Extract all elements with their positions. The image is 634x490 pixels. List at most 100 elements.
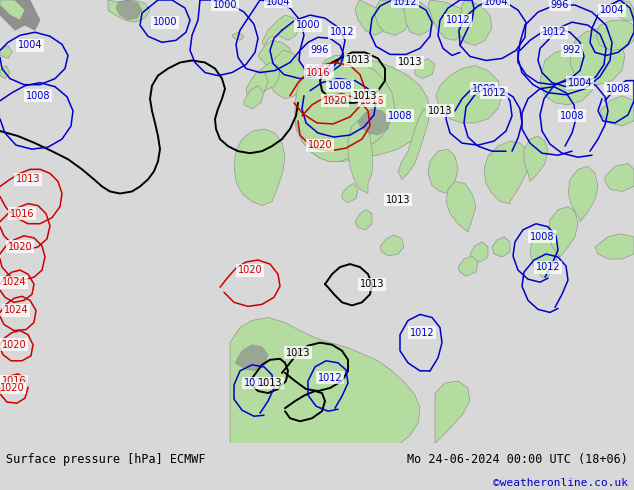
Polygon shape	[492, 237, 510, 257]
Text: 1020: 1020	[323, 96, 347, 106]
Text: 1012: 1012	[536, 262, 560, 272]
Text: 1008: 1008	[560, 111, 585, 121]
Polygon shape	[244, 86, 264, 109]
Text: 1004: 1004	[18, 40, 42, 50]
Text: 1012: 1012	[392, 0, 417, 7]
Text: 1012: 1012	[446, 15, 470, 25]
Polygon shape	[255, 63, 280, 91]
Polygon shape	[428, 0, 470, 40]
Polygon shape	[484, 141, 530, 203]
Text: 992: 992	[563, 46, 581, 55]
Polygon shape	[342, 183, 358, 202]
Polygon shape	[605, 163, 634, 192]
Text: 1013: 1013	[385, 195, 410, 204]
Text: 1008: 1008	[530, 232, 554, 242]
Text: 1008: 1008	[605, 84, 630, 94]
Polygon shape	[258, 40, 292, 69]
Polygon shape	[295, 60, 395, 161]
Text: 1020: 1020	[8, 242, 32, 252]
Text: 1004: 1004	[600, 5, 624, 15]
Text: 1013: 1013	[16, 174, 40, 184]
Text: ©weatheronline.co.uk: ©weatheronline.co.uk	[493, 478, 628, 488]
Polygon shape	[570, 28, 625, 85]
Text: 1020: 1020	[238, 265, 262, 275]
Text: 1012: 1012	[482, 88, 507, 98]
Text: Surface pressure [hPa] ECMWF: Surface pressure [hPa] ECMWF	[6, 453, 206, 466]
Polygon shape	[458, 256, 478, 276]
Text: 1016: 1016	[306, 68, 330, 77]
Text: 1008: 1008	[388, 111, 412, 121]
Text: 1008: 1008	[26, 91, 50, 101]
Text: 1008: 1008	[472, 84, 496, 94]
Polygon shape	[436, 66, 502, 123]
Text: 996: 996	[311, 46, 329, 55]
Polygon shape	[262, 15, 300, 46]
Text: 1004: 1004	[266, 0, 290, 7]
Polygon shape	[568, 166, 598, 222]
Polygon shape	[108, 0, 150, 22]
Text: 1012: 1012	[318, 373, 342, 383]
Text: 1024: 1024	[2, 277, 27, 287]
Text: 1016: 1016	[10, 209, 34, 219]
Text: Mo 24-06-2024 00:00 UTC (18+06): Mo 24-06-2024 00:00 UTC (18+06)	[407, 453, 628, 466]
Polygon shape	[446, 181, 476, 232]
Polygon shape	[380, 235, 404, 256]
Text: 1024: 1024	[4, 305, 29, 316]
Text: 1013: 1013	[346, 55, 370, 66]
Polygon shape	[0, 46, 12, 58]
Polygon shape	[375, 0, 410, 35]
Polygon shape	[360, 119, 378, 137]
Text: 1013: 1013	[359, 279, 384, 289]
Polygon shape	[524, 136, 548, 181]
Text: 1000: 1000	[153, 17, 178, 27]
Polygon shape	[595, 234, 634, 259]
Polygon shape	[348, 121, 373, 194]
Text: 1000: 1000	[307, 66, 332, 75]
Polygon shape	[295, 55, 430, 161]
Text: 1000: 1000	[213, 0, 237, 10]
Polygon shape	[530, 230, 560, 277]
Polygon shape	[355, 210, 372, 230]
Polygon shape	[0, 0, 25, 20]
Text: 1012: 1012	[330, 27, 354, 37]
Polygon shape	[415, 58, 435, 78]
Text: 1013: 1013	[428, 106, 452, 116]
Polygon shape	[435, 381, 470, 443]
Polygon shape	[615, 0, 634, 20]
Polygon shape	[428, 149, 458, 194]
Text: 1020: 1020	[2, 340, 27, 350]
Polygon shape	[0, 66, 10, 78]
Text: 1013: 1013	[353, 91, 377, 101]
Polygon shape	[246, 71, 268, 99]
Text: 1012: 1012	[243, 378, 268, 388]
Polygon shape	[355, 0, 390, 35]
Text: 1000: 1000	[295, 20, 320, 30]
Polygon shape	[358, 109, 390, 135]
Polygon shape	[234, 129, 285, 206]
Text: 1020: 1020	[307, 140, 332, 150]
Text: 1013: 1013	[398, 57, 422, 68]
Text: 1013: 1013	[286, 348, 310, 358]
Text: 1013: 1013	[258, 378, 282, 388]
Polygon shape	[0, 0, 40, 30]
Polygon shape	[116, 0, 142, 20]
Polygon shape	[458, 0, 492, 46]
Text: 1012: 1012	[541, 27, 566, 37]
Polygon shape	[232, 32, 244, 40]
Polygon shape	[230, 318, 420, 443]
Polygon shape	[404, 0, 435, 35]
Text: 1016: 1016	[359, 96, 384, 106]
Text: 1020: 1020	[0, 383, 24, 393]
Text: 1012: 1012	[410, 328, 434, 338]
Polygon shape	[596, 20, 634, 50]
Polygon shape	[398, 109, 430, 179]
Polygon shape	[235, 344, 268, 371]
Text: 1004: 1004	[568, 77, 592, 88]
Text: 1004: 1004	[484, 0, 508, 7]
Text: 1016: 1016	[2, 376, 26, 386]
Polygon shape	[540, 49, 595, 105]
Polygon shape	[266, 50, 305, 99]
Polygon shape	[600, 96, 634, 126]
Text: 1008: 1008	[328, 81, 353, 91]
Text: 996: 996	[551, 0, 569, 10]
